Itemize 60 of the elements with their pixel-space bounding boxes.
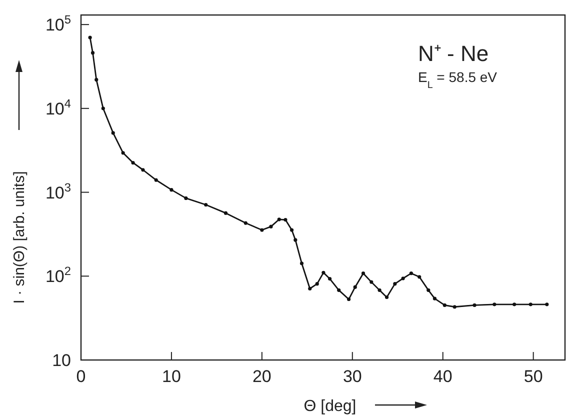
x-tick-label: 0 xyxy=(76,367,86,386)
point xyxy=(370,280,374,284)
x-tick-label: 30 xyxy=(342,367,362,386)
point xyxy=(346,297,351,302)
point xyxy=(545,302,549,306)
point xyxy=(131,160,135,165)
point xyxy=(94,78,98,82)
point xyxy=(472,303,476,308)
x-axis-title: Θ [deg] xyxy=(304,398,356,415)
x-tick-label: 40 xyxy=(433,367,452,386)
point xyxy=(393,282,397,286)
point xyxy=(361,272,366,276)
point xyxy=(432,296,437,300)
point xyxy=(492,302,496,306)
point xyxy=(315,282,319,286)
point xyxy=(88,36,92,40)
y-tick-label: 10$^{4}$ xyxy=(45,96,72,118)
point xyxy=(426,288,430,292)
point xyxy=(184,196,188,200)
x-tick-label: 50 xyxy=(524,367,543,386)
annotation: E$_{L}$ = 58.5 eV xyxy=(418,69,498,90)
point xyxy=(409,272,414,276)
point xyxy=(512,302,516,306)
y-tick-label: 10$^{3}$ xyxy=(45,180,72,202)
point xyxy=(328,276,332,281)
point xyxy=(337,288,341,292)
point xyxy=(260,228,264,232)
point xyxy=(111,131,115,135)
point xyxy=(244,221,248,225)
x-tick-label: 10 xyxy=(162,367,181,386)
point xyxy=(154,178,158,182)
point xyxy=(284,218,288,222)
annotation: N⁺ - Ne xyxy=(418,41,489,66)
point xyxy=(353,285,357,289)
point xyxy=(121,151,125,155)
point xyxy=(224,211,228,215)
point xyxy=(90,51,95,55)
point xyxy=(401,276,405,280)
point xyxy=(277,218,281,222)
point xyxy=(170,188,174,192)
point xyxy=(290,228,294,232)
point xyxy=(204,202,208,207)
point xyxy=(452,305,456,309)
point xyxy=(308,286,312,290)
x-tick-label: 20 xyxy=(252,367,272,386)
y-tick-label: 10 xyxy=(52,351,71,370)
point xyxy=(378,288,382,292)
point xyxy=(300,262,304,266)
point xyxy=(294,238,298,242)
y-tick-label: 10$^{5}$ xyxy=(45,12,72,35)
point xyxy=(442,303,446,308)
y-axis-title: I · sin(Θ) [arb. units] xyxy=(11,171,28,304)
point xyxy=(322,270,326,274)
point xyxy=(141,168,145,172)
point xyxy=(384,295,389,300)
y-tick-label: 10$^{2}$ xyxy=(45,264,72,286)
point xyxy=(101,106,105,110)
point xyxy=(418,275,422,279)
point xyxy=(269,224,273,228)
point xyxy=(528,302,532,306)
